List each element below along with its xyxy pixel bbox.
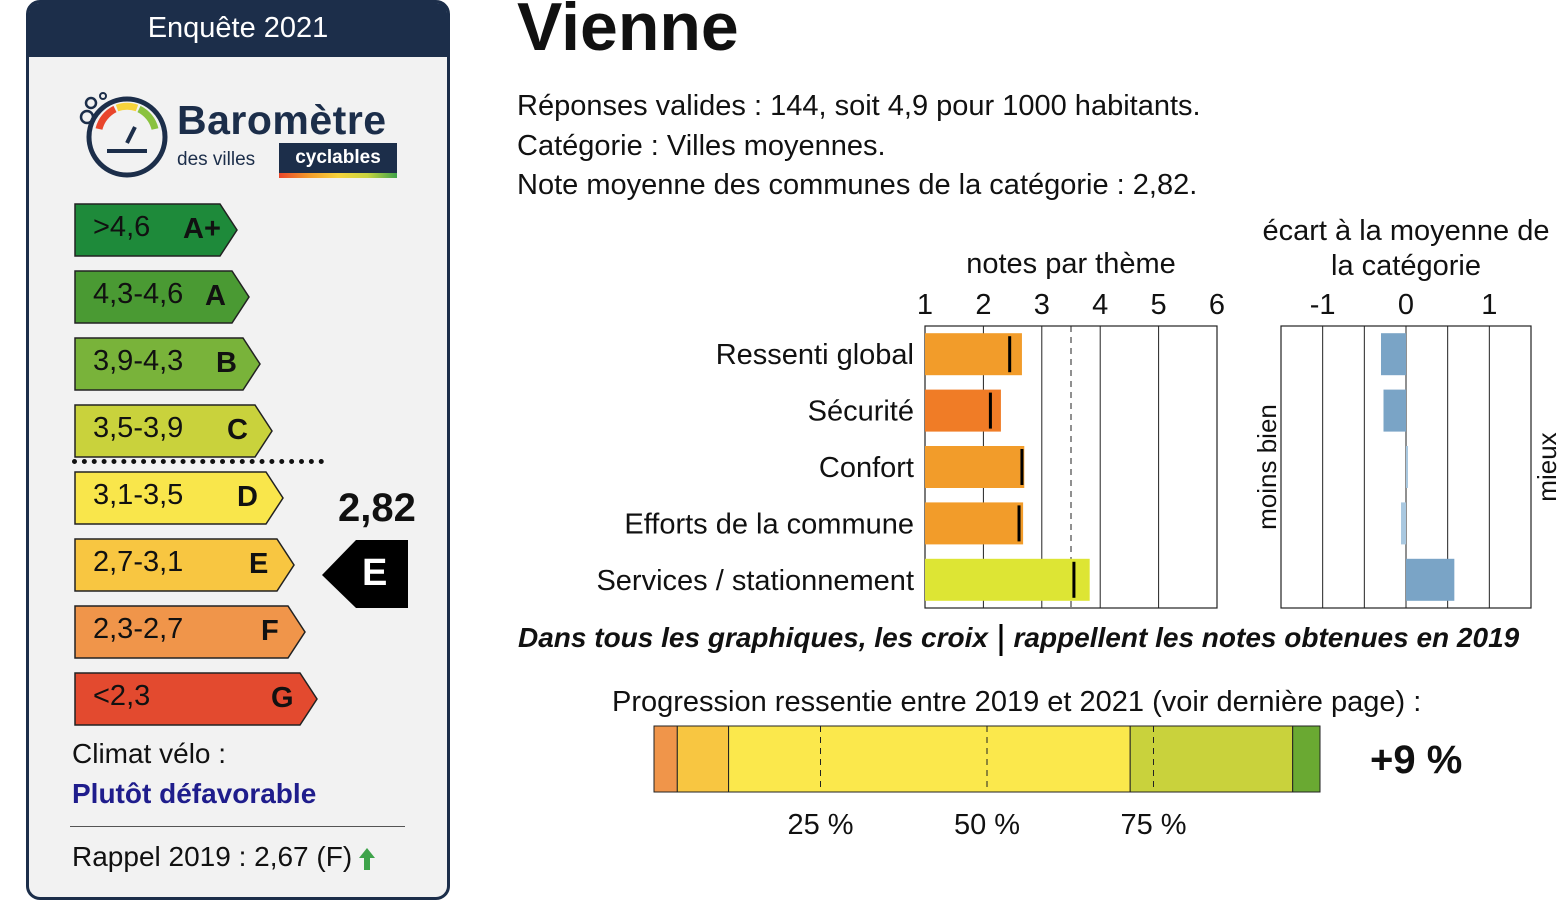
grade-arrow bbox=[74, 672, 318, 726]
diff-chart-title: écart à la moyenne de la catégorie bbox=[1262, 215, 1550, 282]
grade-letter: G bbox=[271, 682, 294, 714]
recall-2019: Rappel 2019 : 2,67 (F) bbox=[72, 841, 376, 873]
progression-segment bbox=[1292, 725, 1321, 793]
grade-letter: B bbox=[216, 347, 237, 379]
theme-chart: 1 2 3 4 5 6 Ressenti global Sécurité Confort Effo… bbox=[596, 289, 1225, 609]
x-tick-label: 6 bbox=[1209, 289, 1225, 321]
progression-segment bbox=[653, 725, 678, 793]
theme-bar bbox=[925, 333, 1022, 376]
grade-letter: A bbox=[205, 280, 226, 312]
x-tick-label: 0 bbox=[1398, 289, 1414, 321]
recall-text: Rappel 2019 : 2,67 (F) bbox=[72, 841, 353, 872]
x-tick-label: 5 bbox=[1151, 289, 1167, 321]
x-tick-label: 1 bbox=[917, 289, 933, 321]
diff-bar bbox=[1383, 389, 1406, 432]
x-tick-label: 1 bbox=[1481, 289, 1497, 321]
grade-range: >4,6 bbox=[93, 211, 151, 243]
grade-arrow bbox=[74, 538, 295, 592]
category-label: Sécurité bbox=[808, 396, 914, 428]
grade-a-plus: >4,6 A+ bbox=[74, 203, 245, 257]
grade-range: <2,3 bbox=[93, 680, 151, 712]
diff-bar bbox=[1381, 333, 1406, 376]
x-tick-label: 4 bbox=[1092, 289, 1108, 321]
category-label: Efforts de la commune bbox=[624, 508, 914, 540]
progression-chart: 25 % 50 % 75 % bbox=[653, 725, 1321, 841]
barometre-logo: Baromètre des villes cyclables bbox=[77, 87, 407, 187]
theme-bar bbox=[925, 558, 1090, 601]
grade-arrow bbox=[74, 270, 250, 324]
grade-arrow bbox=[74, 404, 273, 458]
grade-e: 2,7-3,1 E bbox=[74, 538, 305, 592]
grade-c: 3,5-3,9 C bbox=[74, 404, 281, 458]
grade-a: 4,3-4,6 A bbox=[74, 270, 257, 324]
crosses-note: Dans tous les graphiques, les croix rapp… bbox=[518, 622, 1519, 656]
grade-letter: F bbox=[261, 615, 279, 647]
diff-chart: -1 0 1 moins bien mieux bbox=[1252, 289, 1562, 609]
grade-letter: A+ bbox=[183, 213, 221, 245]
theme-bar bbox=[925, 389, 1001, 432]
grade-range: 3,5-3,9 bbox=[93, 412, 184, 444]
grade-arrow bbox=[74, 471, 284, 525]
grade-b: 3,9-4,3 B bbox=[74, 337, 269, 391]
logo-tag: cyclables bbox=[279, 143, 397, 173]
survey-header: Enquête 2021 bbox=[29, 3, 447, 57]
theme-chart-title: notes par thème bbox=[966, 248, 1176, 280]
category-label: Services / stationnement bbox=[596, 565, 914, 597]
grade-g: <2,3 G bbox=[74, 672, 329, 726]
grade-letter: C bbox=[227, 414, 248, 446]
score-value: 2,82 bbox=[338, 486, 416, 530]
logo-subtitle: des villes bbox=[177, 149, 256, 170]
left-panel: Enquête 2021 Baromètre des villes cyclab… bbox=[26, 0, 450, 900]
category-label: Confort bbox=[819, 452, 914, 484]
grade-f: 2,3-2,7 F bbox=[74, 605, 317, 659]
grade-letter: D bbox=[237, 481, 258, 513]
info-category: Catégorie : Villes moyennes. bbox=[517, 130, 886, 162]
progression-tick-label: 50 % bbox=[954, 809, 1020, 841]
progression-segment bbox=[1129, 725, 1294, 793]
separator bbox=[70, 826, 405, 827]
grade-range: 2,3-2,7 bbox=[93, 613, 184, 645]
progression-segment bbox=[676, 725, 730, 793]
theme-bar bbox=[925, 502, 1024, 545]
note-part1: Dans tous les graphiques, les croix bbox=[518, 622, 988, 653]
grade-cutline bbox=[72, 459, 324, 464]
progression-tick-label: 25 % bbox=[787, 809, 853, 841]
grade-arrow bbox=[74, 605, 306, 659]
score-letter: E bbox=[362, 552, 388, 594]
progression-segment bbox=[728, 725, 1131, 793]
x-tick-label: 2 bbox=[975, 289, 991, 321]
score-badge bbox=[322, 540, 408, 608]
grade-range: 3,9-4,3 bbox=[93, 345, 184, 377]
grade-range: 3,1-3,5 bbox=[93, 479, 184, 511]
grade-range: 4,3-4,6 bbox=[93, 278, 184, 310]
note-part2: rappellent les notes obtenues en 2019 bbox=[1013, 622, 1520, 653]
diff-bar bbox=[1406, 446, 1408, 488]
grade-letter: E bbox=[249, 548, 269, 580]
info-category-mean: Note moyenne des communes de la catégori… bbox=[517, 169, 1198, 201]
theme-bar bbox=[925, 446, 1025, 488]
climate-value: Plutôt défavorable bbox=[72, 778, 317, 809]
progression-title: Progression ressentie entre 2019 et 2021… bbox=[612, 686, 1422, 718]
diff-bar bbox=[1401, 502, 1406, 545]
left-axis-label: moins bien bbox=[1252, 404, 1282, 530]
logo-title: Baromètre bbox=[177, 97, 387, 143]
grade-d: 3,1-3,5 D bbox=[74, 471, 293, 525]
diff-bar bbox=[1406, 558, 1455, 601]
right-axis-label: mieux bbox=[1532, 432, 1562, 501]
info-responses: Réponses valides : 144, soit 4,9 pour 10… bbox=[517, 90, 1201, 122]
arrow-up-icon bbox=[359, 847, 376, 870]
cross-marker-icon bbox=[999, 623, 1003, 656]
city-name: Vienne bbox=[517, 0, 739, 65]
climate-label: Climat vélo : bbox=[72, 738, 227, 769]
x-tick-label: -1 bbox=[1310, 289, 1336, 321]
grade-arrow bbox=[74, 337, 261, 391]
x-tick-label: 3 bbox=[1034, 289, 1050, 321]
gauge-logo-icon bbox=[79, 92, 168, 178]
logo-color-stripe bbox=[279, 173, 397, 178]
grade-arrow bbox=[74, 203, 238, 257]
progression-value: +9 % bbox=[1370, 738, 1463, 782]
category-label: Ressenti global bbox=[716, 339, 914, 371]
progression-tick-label: 75 % bbox=[1120, 809, 1186, 841]
grade-range: 2,7-3,1 bbox=[93, 546, 184, 578]
